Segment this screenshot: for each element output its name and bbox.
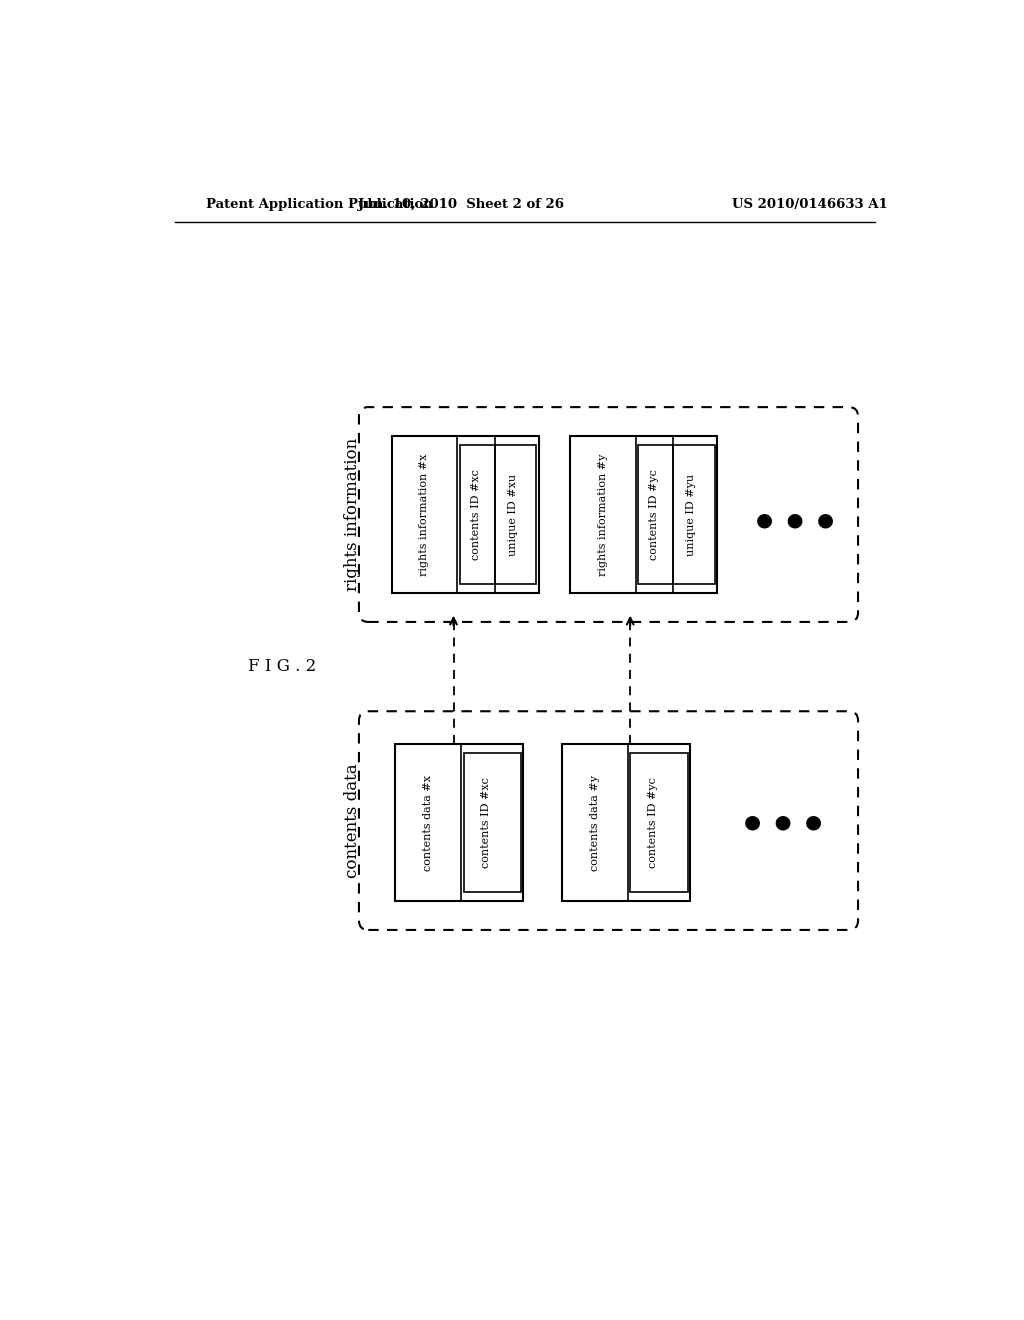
Text: contents ID #yc: contents ID #yc [648, 777, 658, 869]
Text: unique ID #yu: unique ID #yu [686, 474, 696, 556]
Text: rights information: rights information [344, 438, 361, 591]
Text: F I G . 2: F I G . 2 [248, 659, 316, 675]
Text: rights information #x: rights information #x [420, 453, 429, 576]
FancyBboxPatch shape [359, 407, 858, 622]
Text: ●  ●  ●: ● ● ● [756, 511, 834, 529]
Text: ●  ●  ●: ● ● ● [743, 813, 822, 832]
Bar [464, 752, 521, 892]
Text: Patent Application Publication: Patent Application Publication [206, 198, 432, 211]
FancyBboxPatch shape [359, 711, 858, 929]
Text: Jun. 10, 2010  Sheet 2 of 26: Jun. 10, 2010 Sheet 2 of 26 [358, 198, 564, 211]
Text: rights information #y: rights information #y [598, 453, 607, 576]
Bar [562, 743, 690, 902]
Text: contents ID #xc: contents ID #xc [471, 469, 481, 560]
Bar [638, 445, 715, 585]
Text: contents ID #xc: contents ID #xc [481, 777, 492, 869]
Text: unique ID #xu: unique ID #xu [508, 474, 518, 556]
Text: contents data #x: contents data #x [423, 775, 433, 870]
Text: contents ID #yc: contents ID #yc [649, 469, 659, 560]
Bar [391, 436, 539, 594]
Text: contents data #y: contents data #y [590, 775, 600, 870]
Text: contents data: contents data [344, 763, 361, 878]
Bar [395, 743, 523, 902]
Text: US 2010/0146633 A1: US 2010/0146633 A1 [732, 198, 888, 211]
Bar [569, 436, 717, 594]
Bar [460, 445, 537, 585]
Bar [630, 752, 687, 892]
